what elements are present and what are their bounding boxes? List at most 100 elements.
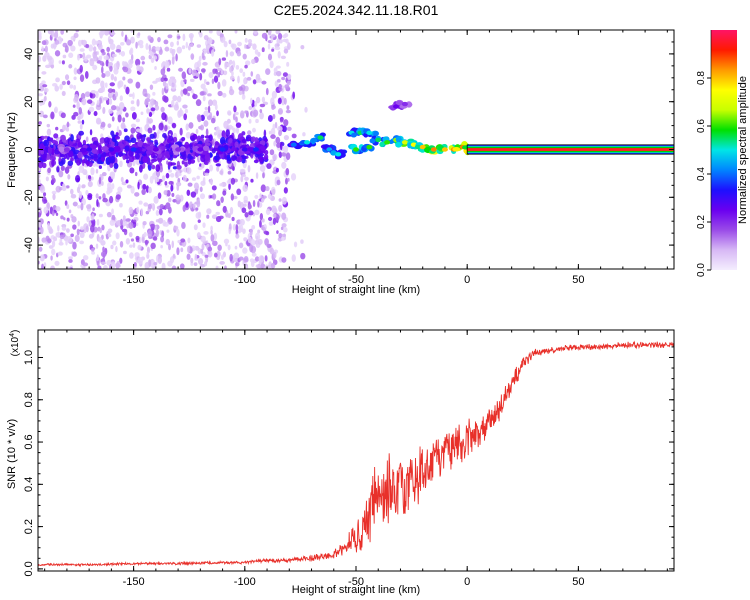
noise-cell — [68, 52, 74, 59]
noise-cell — [134, 192, 140, 197]
noise-cell — [190, 53, 195, 60]
noise-cell — [249, 97, 253, 105]
noise-cell — [89, 129, 93, 136]
noise-cell — [137, 256, 144, 265]
noise-cell — [90, 90, 96, 94]
noise-cell — [88, 106, 95, 113]
noise-cell — [115, 232, 120, 240]
noise-cell — [251, 58, 256, 65]
noise-cell — [50, 30, 55, 38]
noise-cell — [241, 207, 247, 214]
noise-cell — [85, 44, 90, 49]
noise-cell — [135, 118, 140, 123]
ridge-peak — [335, 152, 342, 157]
noise-cell — [239, 168, 246, 173]
noise-cell — [210, 49, 215, 57]
noise-cell — [92, 64, 98, 71]
noise-cell — [111, 208, 114, 215]
noise-cell — [161, 112, 167, 121]
noise-cell — [142, 156, 148, 163]
ridge-cell — [90, 144, 97, 150]
noise-cell — [193, 224, 198, 231]
noise-cell — [270, 36, 274, 43]
noise-cell — [281, 196, 287, 205]
y-tick-label: -20 — [23, 189, 35, 205]
noise-cell — [287, 73, 291, 81]
noise-cell — [58, 158, 62, 162]
noise-cell — [76, 159, 81, 166]
noise-cell — [200, 83, 206, 90]
noise-cell — [199, 124, 204, 131]
noise-cell — [121, 60, 126, 66]
noise-cell — [78, 107, 83, 115]
noise-cell — [55, 206, 61, 212]
noise-cell — [181, 136, 186, 142]
ridge-peak — [366, 144, 373, 150]
noise-cell — [51, 210, 55, 217]
snr-marks — [38, 340, 674, 568]
noise-cell — [187, 159, 192, 165]
noise-cell — [271, 205, 277, 213]
noise-cell — [76, 53, 81, 61]
noise-cell — [239, 68, 244, 74]
ridge-peak — [252, 147, 259, 152]
ridge-cell — [351, 132, 357, 138]
y-tick-label: 1.0 — [23, 350, 35, 365]
noise-cell — [166, 229, 170, 233]
noise-cell — [52, 42, 57, 50]
ridge-cell — [379, 141, 385, 148]
noise-cell — [194, 253, 198, 260]
noise-cell — [54, 140, 59, 146]
noise-cell — [77, 120, 82, 124]
noise-cell — [269, 247, 275, 255]
noise-cell — [70, 188, 74, 195]
noise-cell — [115, 220, 121, 225]
noise-cell — [267, 30, 272, 36]
noise-cell — [58, 241, 64, 246]
noise-cell — [180, 238, 186, 243]
noise-cell — [64, 200, 68, 206]
noise-cell — [265, 87, 269, 96]
noise-cell — [280, 55, 287, 60]
noise-cell — [165, 143, 170, 148]
ridge-peak — [304, 140, 311, 145]
noise-cell — [81, 119, 85, 125]
noise-cell — [268, 216, 273, 222]
noise-cell — [147, 35, 152, 40]
noise-cell — [51, 248, 56, 256]
noise-cell — [254, 49, 259, 55]
noise-cell — [261, 32, 268, 39]
noise-cell — [270, 134, 276, 139]
noise-cell — [130, 185, 135, 194]
noise-cell — [50, 255, 53, 261]
noise-cell — [149, 84, 154, 90]
noise-cell — [73, 84, 77, 90]
noise-cell — [300, 45, 305, 50]
noise-cell — [211, 185, 217, 191]
ridge-peak — [86, 147, 93, 152]
noise-cell — [272, 123, 276, 131]
noise-cell — [140, 55, 146, 61]
noise-cell — [304, 106, 308, 113]
noise-cell — [233, 105, 237, 113]
colorbar-axis: 0.0 0.2 0.4 0.6 0.8 — [696, 30, 712, 277]
noise-cell — [143, 173, 149, 180]
noise-cell — [66, 80, 71, 86]
noise-cell — [287, 42, 291, 51]
noise-cell — [106, 187, 111, 191]
noise-cell — [61, 80, 66, 86]
noise-cell — [169, 256, 175, 264]
noise-cell — [272, 217, 277, 225]
noise-cell — [48, 245, 54, 249]
colorbar-tick-label: 0.2 — [696, 215, 707, 229]
noise-cell — [79, 48, 85, 52]
noise-cell — [143, 232, 147, 238]
noise-cell — [108, 61, 114, 67]
noise-cell — [151, 158, 158, 162]
noise-cell — [222, 190, 227, 196]
y-tick-label: 0.6 — [23, 434, 35, 449]
noise-cell — [244, 176, 249, 181]
noise-cell — [165, 172, 170, 179]
noise-cell — [61, 90, 66, 97]
noise-cell — [53, 31, 59, 39]
